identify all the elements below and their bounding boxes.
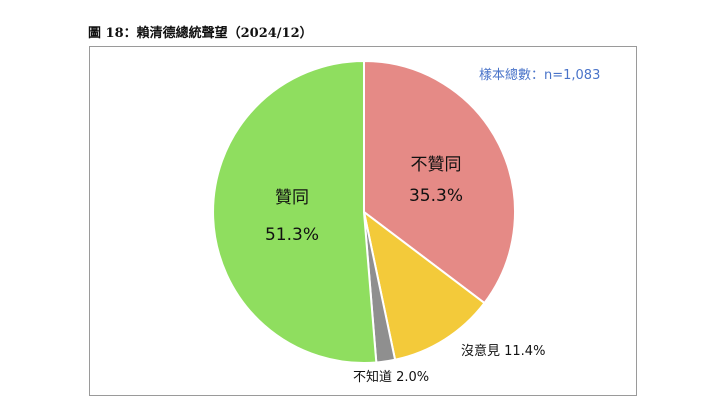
figure-caption: 圖 18：賴清德總統聲望（2024/12） [88, 26, 313, 41]
slice-label-1: 不贊同 [411, 155, 462, 175]
pie-slice-1 [363, 59, 516, 305]
sample-size-note: 樣本總數：n=1,083 [479, 68, 601, 83]
slice-label-3: 不知道 2.0% [353, 369, 429, 385]
pie-slice-4 [212, 59, 378, 364]
slice-value-1: 35.3% [409, 186, 463, 206]
slice-value-4: 51.3% [265, 225, 319, 245]
slice-label-4: 贊同 [275, 188, 309, 208]
slice-label-2: 沒意見 11.4% [461, 343, 545, 359]
pie-slice-2 [362, 209, 486, 361]
